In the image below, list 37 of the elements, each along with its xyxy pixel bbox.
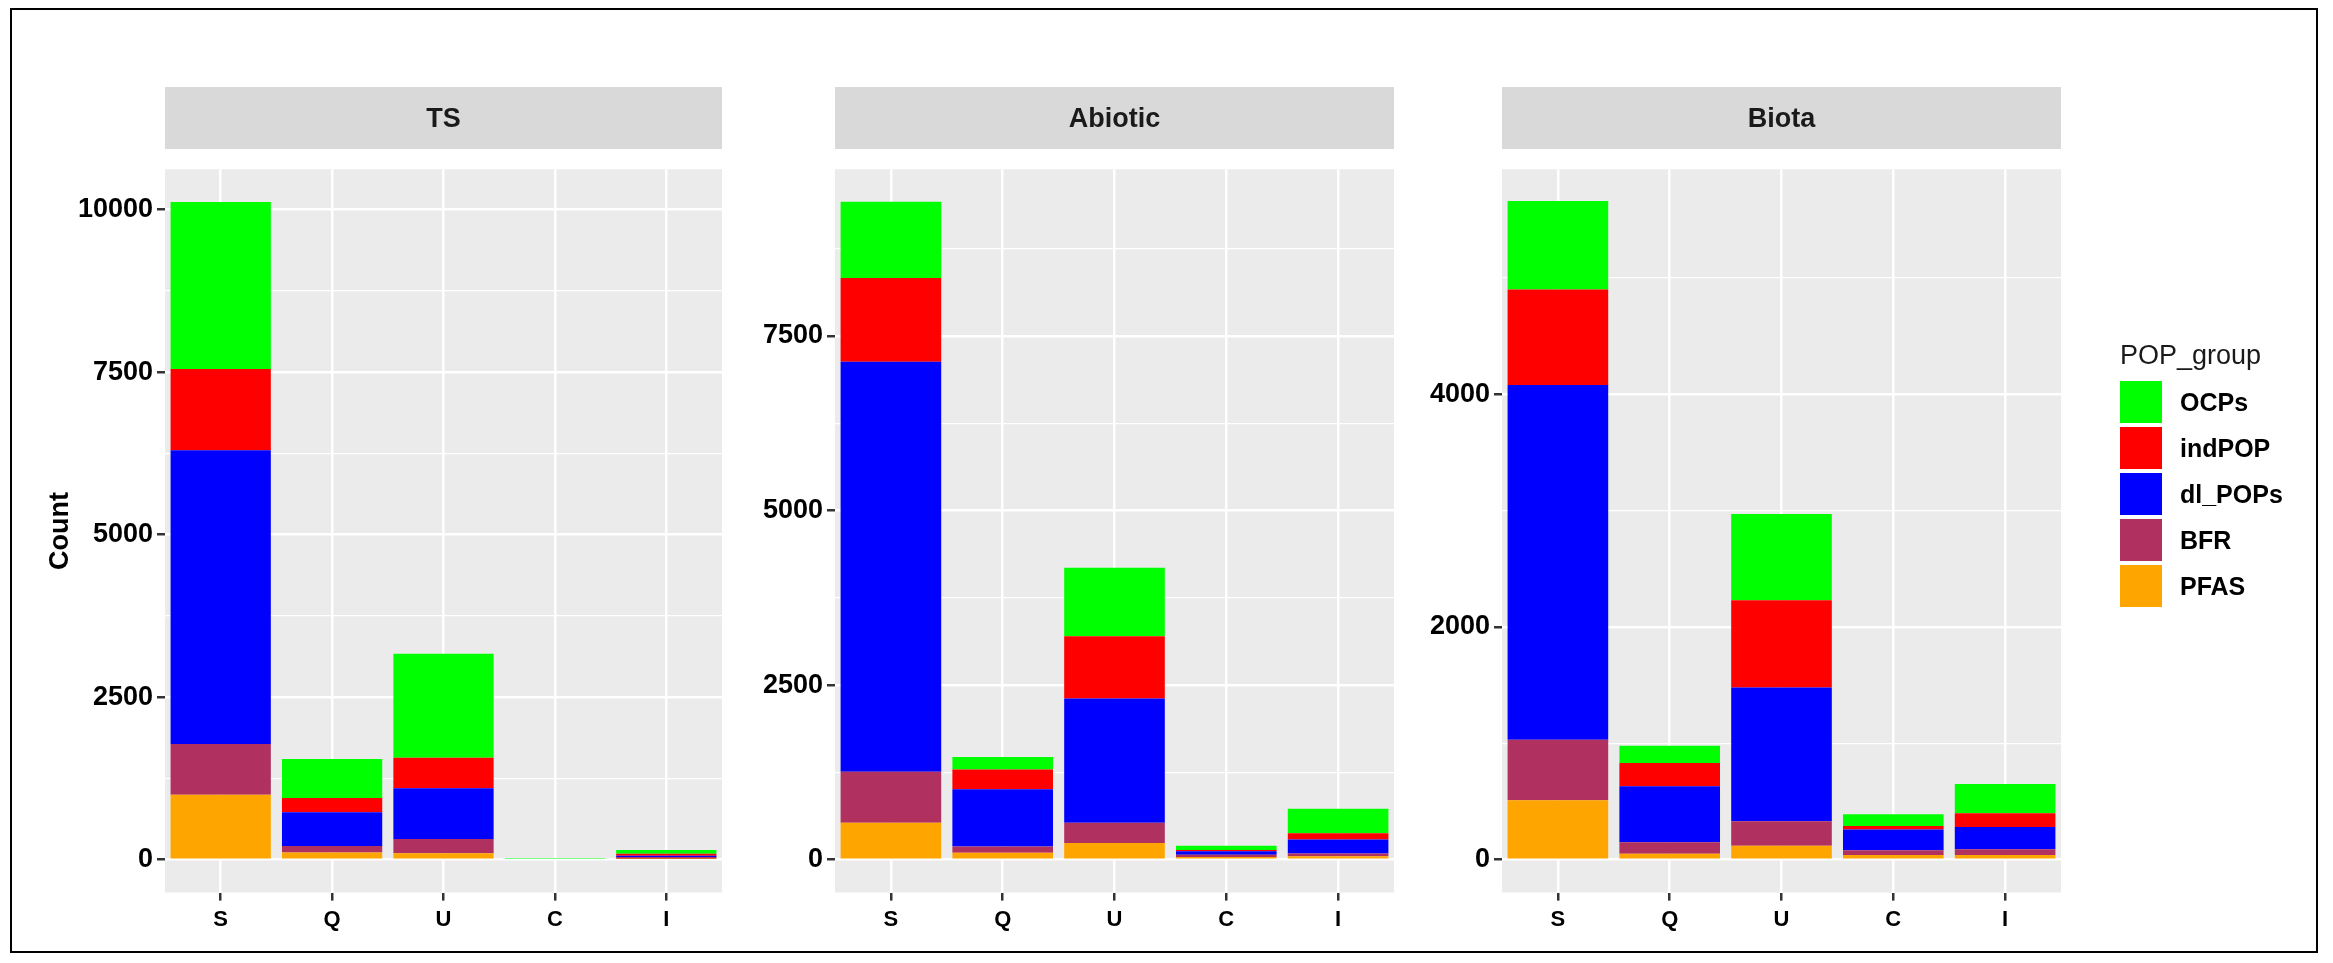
y-tick-label: 0 (137, 843, 153, 874)
x-tick-label: U (1106, 905, 1123, 931)
y-axis-title: Count (43, 491, 74, 570)
y-tick-label: 10000 (77, 193, 153, 224)
x-tick-label: C (1218, 905, 1235, 931)
x-tick-label: U (1773, 905, 1790, 931)
x-tick-label: Q (1661, 905, 1679, 931)
x-tick-label: I (663, 905, 670, 931)
x-tick-label: I (1335, 905, 1342, 931)
legend-label: dl_POPs (2180, 479, 2283, 509)
y-tick-label: 2500 (92, 680, 153, 711)
y-tick-label: 4000 (1429, 377, 1490, 408)
chart-title: TS (165, 87, 722, 149)
chart-title: Abiotic (835, 87, 1394, 149)
y-tick-label: 0 (1474, 843, 1490, 874)
x-tick-label: C (1885, 905, 1902, 931)
x-tick-label: S (1550, 905, 1566, 931)
y-tick-label: 7500 (762, 319, 823, 350)
legend-label: PFAS (2180, 571, 2246, 601)
y-tick-label: 7500 (92, 355, 153, 386)
legend-label: indPOP (2180, 433, 2271, 463)
legend-label: BFR (2180, 525, 2232, 555)
x-tick-label: I (2002, 905, 2009, 931)
y-tick-label: 5000 (92, 518, 153, 549)
y-tick-label: 2500 (762, 668, 823, 699)
y-tick-label: 2000 (1429, 610, 1490, 641)
chart-title: Biota (1502, 87, 2061, 149)
x-tick-label: S (883, 905, 899, 931)
legend-title: POP_group (2120, 340, 2263, 371)
x-tick-label: C (546, 905, 563, 931)
y-tick-label: 5000 (762, 493, 823, 524)
y-tick-label: 0 (807, 843, 823, 874)
legend-label: OCPs (2180, 387, 2249, 417)
x-tick-label: U (435, 905, 452, 931)
x-tick-label: Q (994, 905, 1012, 931)
x-tick-label: S (213, 905, 229, 931)
x-tick-label: Q (323, 905, 341, 931)
